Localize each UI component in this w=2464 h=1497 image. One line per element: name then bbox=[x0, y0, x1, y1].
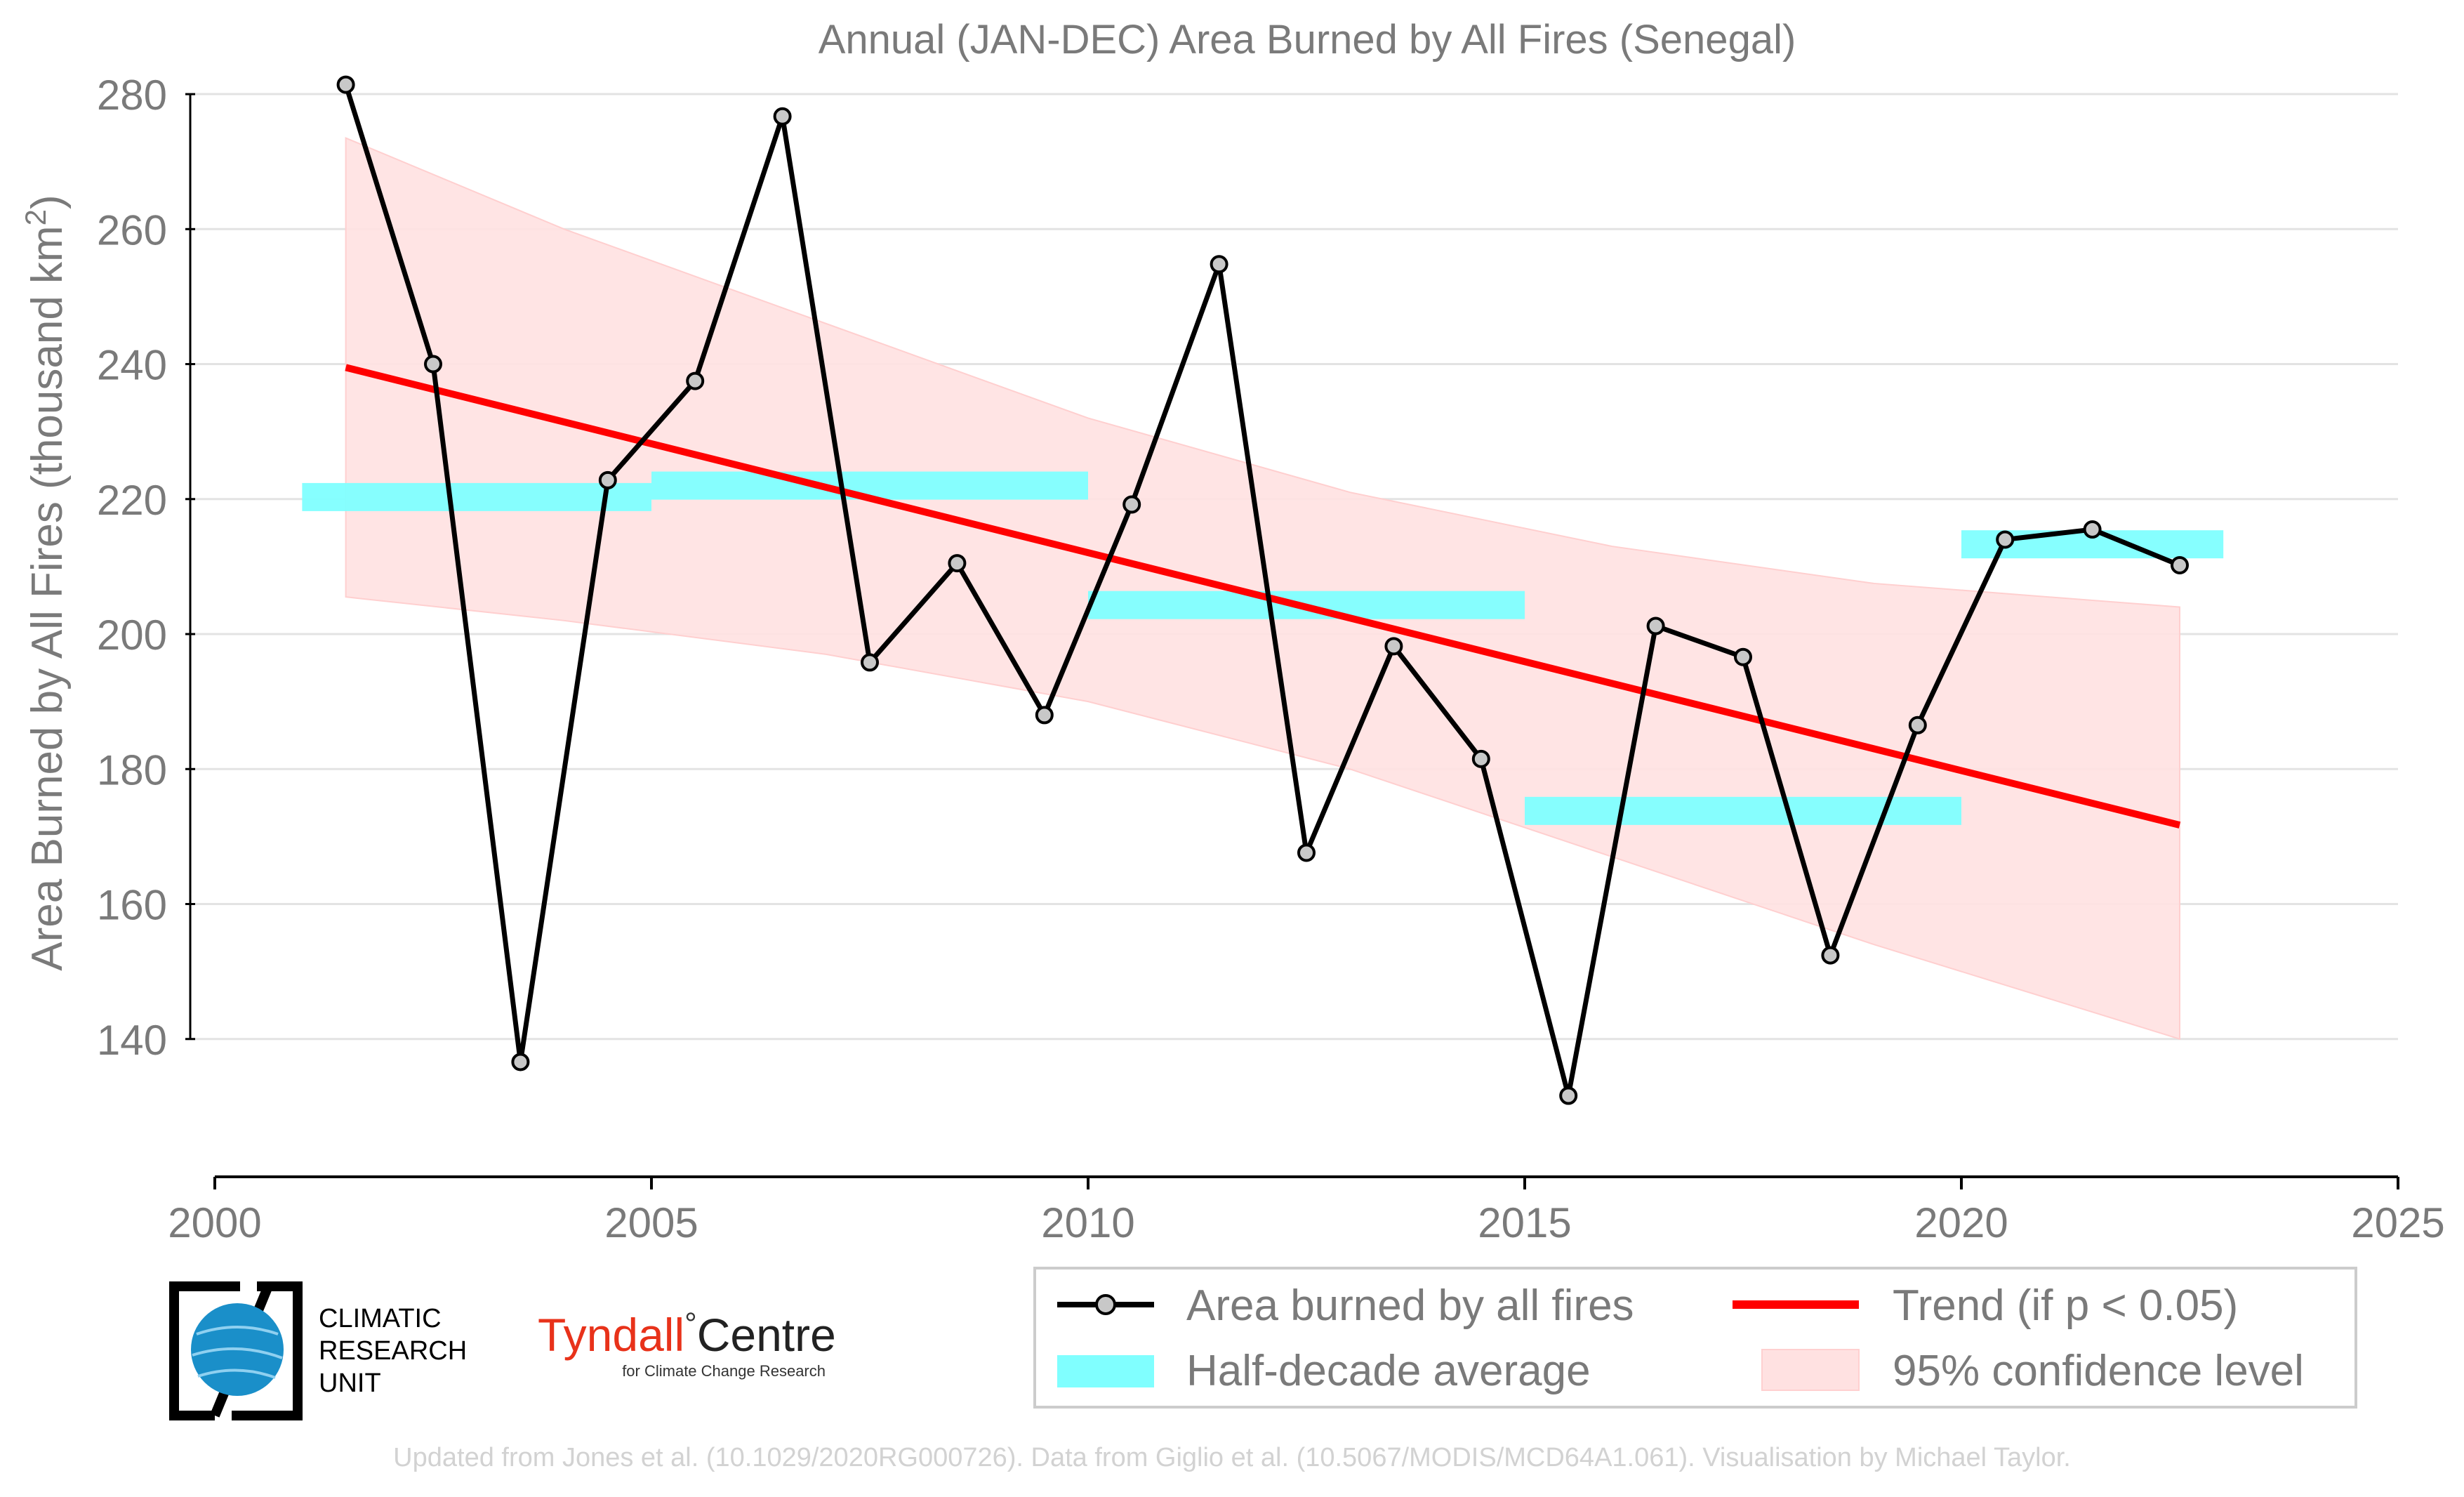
y-tick-label-140: 140 bbox=[97, 1017, 167, 1064]
legend-line-marker bbox=[1095, 1294, 1116, 1315]
cru-logo-bracket-right bbox=[232, 1281, 303, 1420]
legend-half-label: Half-decade average bbox=[1186, 1347, 1591, 1395]
x-tick-label-2000: 2000 bbox=[168, 1199, 261, 1246]
tyndall-subtitle: for Climate Change Research bbox=[622, 1362, 826, 1380]
legend: Area burned by all fires Trend (if p < 0… bbox=[1033, 1267, 2357, 1409]
legend-line-label: Area burned by all fires bbox=[1186, 1281, 1634, 1330]
y-tick-label-200: 200 bbox=[97, 612, 167, 659]
data-point-9 bbox=[1122, 495, 1141, 514]
x-tick-label-2025: 2025 bbox=[2351, 1199, 2444, 1246]
cru-logo-bracket bbox=[169, 1281, 240, 1420]
trend-line bbox=[345, 364, 2181, 829]
legend-conf-swatch bbox=[1761, 1349, 1860, 1391]
data-point-15 bbox=[1646, 616, 1665, 635]
x-tick-label-2005: 2005 bbox=[604, 1199, 698, 1246]
data-point-17 bbox=[1821, 946, 1840, 965]
data-point-21 bbox=[2171, 555, 2189, 574]
data-point-0 bbox=[336, 75, 355, 94]
y-tick-label-160: 160 bbox=[97, 882, 167, 929]
svg-text:Tyndall°Centre: Tyndall°Centre bbox=[538, 1307, 836, 1361]
series-line bbox=[343, 84, 2181, 1098]
data-point-11 bbox=[1297, 843, 1316, 862]
y-axis-label-superscript: 2 bbox=[19, 209, 52, 225]
y-tick-label-220: 220 bbox=[97, 477, 167, 524]
y-axis-label: Area Burned by All Fires (thousand km2) bbox=[19, 194, 72, 970]
footer-credit: Updated from Jones et al. (10.1029/2020R… bbox=[393, 1443, 2071, 1472]
tyndall-logo: Tyndall°Centre for Climate Change Resear… bbox=[538, 1307, 836, 1380]
x-tick-label-2010: 2010 bbox=[1041, 1199, 1134, 1246]
data-point-4 bbox=[686, 371, 705, 390]
data-point-10 bbox=[1210, 255, 1228, 274]
y-tick-label-180: 180 bbox=[97, 746, 167, 793]
data-point-8 bbox=[1035, 706, 1054, 725]
half-decade-bar-3 bbox=[1525, 796, 1961, 825]
data-series bbox=[336, 75, 2189, 1105]
data-point-19 bbox=[1996, 530, 2015, 549]
half-decade-bar-0 bbox=[302, 482, 651, 511]
data-point-3 bbox=[598, 470, 617, 489]
tyndall-degree: ° bbox=[684, 1307, 697, 1341]
data-point-5 bbox=[773, 107, 792, 126]
data-point-20 bbox=[2083, 520, 2102, 539]
legend-trend-label: Trend (if p < 0.05) bbox=[1893, 1281, 2238, 1330]
y-tick-label-260: 260 bbox=[97, 206, 167, 253]
tyndall-centre: Centre bbox=[697, 1309, 836, 1361]
data-point-7 bbox=[948, 554, 967, 573]
data-point-2 bbox=[511, 1053, 530, 1071]
x-tick-label-2020: 2020 bbox=[1914, 1199, 2008, 1246]
y-tick-label-240: 240 bbox=[97, 342, 167, 389]
data-point-1 bbox=[424, 355, 442, 374]
data-point-14 bbox=[1559, 1086, 1578, 1105]
cru-logo: CLIMATIC RESEARCH UNIT bbox=[169, 1281, 467, 1420]
data-point-18 bbox=[1908, 715, 1927, 734]
chart-title: Annual (JAN-DEC) Area Burned by All Fire… bbox=[819, 17, 1796, 62]
trend-line-segment bbox=[345, 364, 2181, 829]
data-point-16 bbox=[1734, 647, 1752, 666]
legend-half-swatch bbox=[1057, 1355, 1154, 1387]
x-tick-labels: 2000 2005 2010 2015 2020 2025 bbox=[168, 1199, 2444, 1246]
cru-logo-line2: RESEARCH bbox=[319, 1336, 467, 1366]
y-tick-label-280: 280 bbox=[97, 72, 167, 119]
legend-box bbox=[1033, 1267, 2357, 1409]
y-tick-labels: 140 160 180 200 220 240 260 280 bbox=[97, 72, 167, 1064]
legend-conf-label: 95% confidence level bbox=[1893, 1347, 2304, 1395]
data-point-6 bbox=[861, 653, 879, 672]
x-tick-label-2015: 2015 bbox=[1478, 1199, 1571, 1246]
axes bbox=[185, 93, 2399, 1189]
tyndall-name: Tyndall bbox=[538, 1309, 684, 1361]
cru-logo-line1: CLIMATIC bbox=[319, 1304, 442, 1333]
cru-logo-line3: UNIT bbox=[319, 1369, 381, 1398]
data-point-12 bbox=[1384, 637, 1403, 656]
data-point-13 bbox=[1471, 749, 1490, 768]
